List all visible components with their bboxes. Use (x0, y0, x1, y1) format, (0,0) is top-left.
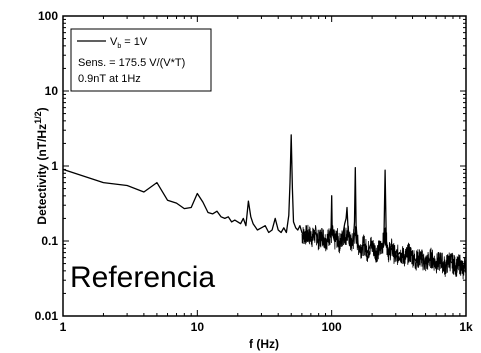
x-tick-label: 10 (191, 320, 205, 334)
x-tick-label: 100 (322, 320, 342, 334)
legend-box (70, 28, 212, 92)
annotation-referencia: Referencia (70, 261, 215, 294)
y-tick-label: 10 (45, 84, 59, 98)
y-axis-label-close: ) (35, 107, 49, 111)
y-tick-label: 0.01 (35, 309, 59, 323)
legend-series-label: Vb = 1V (110, 36, 148, 50)
axis-tick-labels: 1 10 100 1k 0.01 0.1 1 10 100 (35, 9, 473, 334)
y-tick-label: 100 (38, 9, 58, 23)
x-axis-label: f (Hz) (249, 337, 279, 351)
axis-ticks (62, 16, 466, 317)
noise-floor-trace (301, 224, 467, 280)
y-axis-label-sup: 1/2 (33, 111, 43, 124)
legend-detectivity-line: 0.9nT at 1Hz (78, 73, 141, 85)
y-axis-label: Detectivity (nT/Hz1/2) (33, 107, 49, 224)
x-tick-label: 1 (60, 320, 67, 334)
legend-series-rest: = 1V (121, 36, 148, 48)
legend-series-sub: b (117, 43, 121, 50)
legend-series-main: V (110, 36, 118, 48)
y-axis-label-main: Detectivity (nT/Hz (35, 124, 49, 225)
legend-sensitivity-line: Sens. = 175.5 V/(V*T) (78, 57, 185, 69)
x-tick-label: 1k (459, 320, 473, 334)
y-tick-label: 0.1 (41, 234, 58, 248)
y-tick-label: 1 (51, 159, 58, 173)
legend: Vb = 1V Sens. = 175.5 V/(V*T) 0.9nT at 1… (70, 28, 212, 92)
noise-floor-line (301, 224, 467, 280)
